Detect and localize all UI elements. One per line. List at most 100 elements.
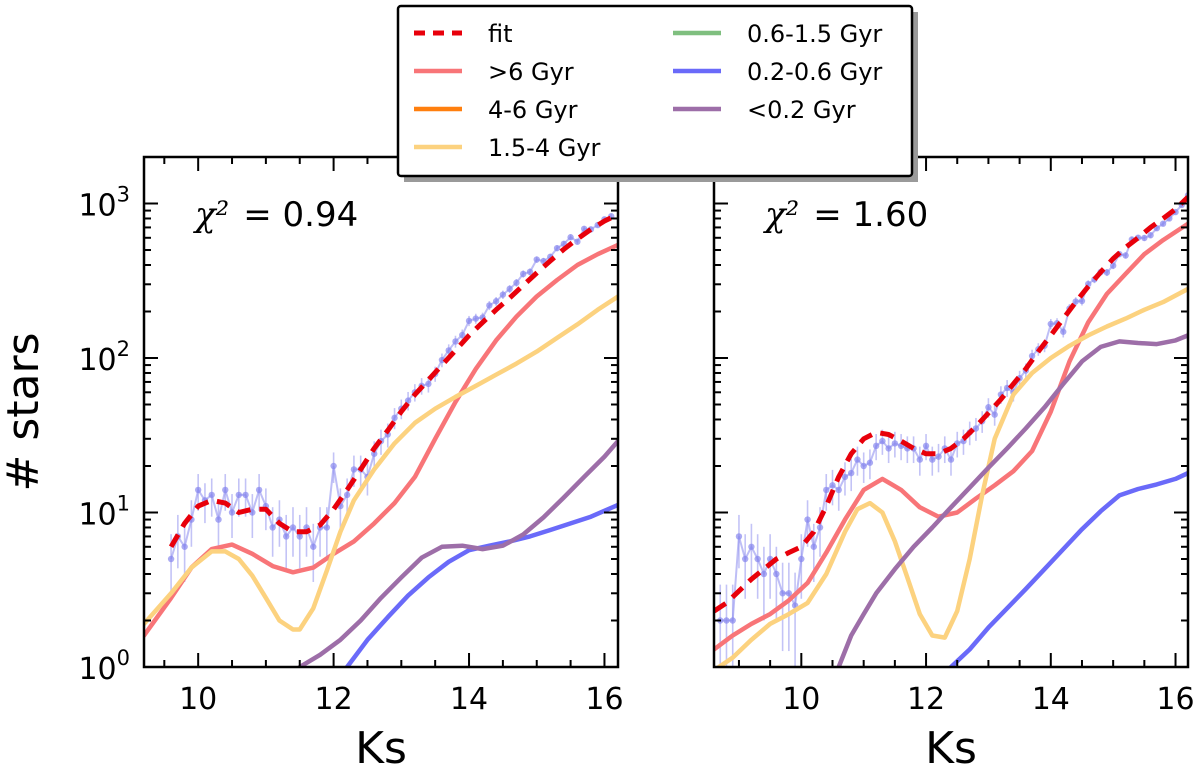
legend-label: 0.6-1.5 Gyr xyxy=(747,20,882,48)
data-point xyxy=(835,486,842,494)
data-point xyxy=(526,268,534,276)
x-tick-label: 14 xyxy=(450,682,488,717)
y-tick-label: 103 xyxy=(78,183,130,224)
y-tick-label: 102 xyxy=(78,337,130,378)
data-point xyxy=(492,298,500,305)
data-point xyxy=(798,555,805,563)
data-point xyxy=(754,555,761,563)
data-point xyxy=(760,570,768,578)
x-tick-label: 12 xyxy=(315,682,353,717)
y-axis xyxy=(714,156,1188,668)
data-point xyxy=(891,440,899,447)
x-axis: 10 12 14 16 xyxy=(163,157,624,717)
legend-item-gt-6-gyr: >6 Gyr xyxy=(414,58,574,86)
axes-frame xyxy=(712,155,1190,669)
data-point xyxy=(553,244,561,252)
legend-item-lt-0-2-gyr: <0.2 Gyr xyxy=(673,96,856,124)
legend-label: 4-6 Gyr xyxy=(488,96,578,124)
data-point xyxy=(533,256,540,263)
series-fit xyxy=(714,195,1188,614)
series-lt-0-2-gyr xyxy=(297,438,618,667)
legend-item-0-6-1-5-gyr: 0.6-1.5 Gyr xyxy=(673,20,882,48)
x-tick-label: 10 xyxy=(782,682,820,717)
x-tick-label: 16 xyxy=(585,682,623,717)
x-axis: 10 12 14 16 xyxy=(737,157,1195,717)
data-point xyxy=(779,590,786,597)
data-point xyxy=(289,524,297,531)
chi-square-symbol: χ² xyxy=(193,195,229,235)
data-point xyxy=(991,411,998,418)
data-point xyxy=(916,456,924,463)
data-point xyxy=(1060,328,1067,335)
chi-square-annotation: χ² = 0.94 xyxy=(193,195,358,235)
data-point xyxy=(499,291,507,298)
x-tick-label: 10 xyxy=(179,682,217,717)
right-panel: 10 12 14 16 Ks χ² = 1.60 xyxy=(712,155,1195,769)
data-point xyxy=(1147,232,1154,239)
plot-area xyxy=(714,157,1188,667)
data-point xyxy=(425,380,432,388)
x-axis-label: Ks xyxy=(925,723,977,769)
chi-square-value: = 0.94 xyxy=(243,195,358,235)
data-point xyxy=(215,516,222,523)
x-tick-label: 14 xyxy=(1032,682,1070,717)
data-point xyxy=(748,543,755,550)
data-point xyxy=(810,543,817,550)
data-point xyxy=(323,524,331,531)
data-point xyxy=(228,509,236,516)
data-point xyxy=(929,456,936,463)
legend-label: 1.5-4 Gyr xyxy=(488,134,601,162)
data-point xyxy=(208,491,215,499)
data-point xyxy=(574,238,581,245)
data-point xyxy=(1109,262,1117,269)
legend: fit >6 Gyr 4-6 Gyr 1.5-4 Gyr 0.6-1.5 Gyr 0.2-… xyxy=(396,4,918,182)
y-axis-label: # stars xyxy=(0,332,49,491)
data-point xyxy=(445,347,452,354)
chi-square-value: = 1.60 xyxy=(813,195,928,235)
data-point xyxy=(741,555,749,563)
data-point xyxy=(854,456,861,463)
data-point xyxy=(1122,252,1129,259)
data-point xyxy=(841,473,849,481)
legend-label: >6 Gyr xyxy=(488,58,574,86)
data-point xyxy=(283,533,290,540)
chi-square-annotation: χ² = 1.60 xyxy=(763,195,928,235)
data-point xyxy=(935,453,942,460)
legend-label: <0.2 Gyr xyxy=(747,96,856,124)
series-lt-0-2-gyr xyxy=(836,333,1188,667)
x-axis-label: Ks xyxy=(355,723,407,769)
data-point xyxy=(459,331,466,339)
series-fit xyxy=(168,212,618,549)
x-tick-label: 16 xyxy=(1156,682,1194,717)
data-point xyxy=(310,543,317,550)
data-point xyxy=(816,524,824,531)
y-tick-label: 101 xyxy=(78,492,130,533)
data-point xyxy=(1078,297,1086,305)
data-point xyxy=(296,533,303,540)
data-point xyxy=(269,524,276,531)
data-point xyxy=(972,425,980,432)
data-point xyxy=(513,279,520,286)
data-point xyxy=(194,486,202,494)
data-point xyxy=(848,469,855,477)
series-gt-6-gyr xyxy=(714,221,1188,652)
legend-label: fit xyxy=(488,20,513,48)
legend-item-0-2-0-6-gyr: 0.2-0.6 Gyr xyxy=(673,58,882,86)
data-point xyxy=(242,491,249,499)
observed-line xyxy=(720,194,1188,622)
data-point xyxy=(465,317,473,325)
data-point xyxy=(255,486,263,494)
data-point xyxy=(723,617,730,624)
data-point xyxy=(879,437,886,445)
data-point xyxy=(520,270,527,278)
legend-label: 0.2-0.6 Gyr xyxy=(747,58,882,86)
data-point xyxy=(785,590,793,597)
data-point xyxy=(922,442,930,450)
left-panel: 10 12 14 16 100 101 102 103 Ks # stars χ² = 0.94 xyxy=(0,155,624,769)
plot-content xyxy=(714,192,1188,667)
data-point xyxy=(452,338,459,345)
data-point xyxy=(391,414,398,422)
data-point xyxy=(350,466,358,473)
legend-item-1-5-4-gyr: 1.5-4 Gyr xyxy=(414,134,601,162)
